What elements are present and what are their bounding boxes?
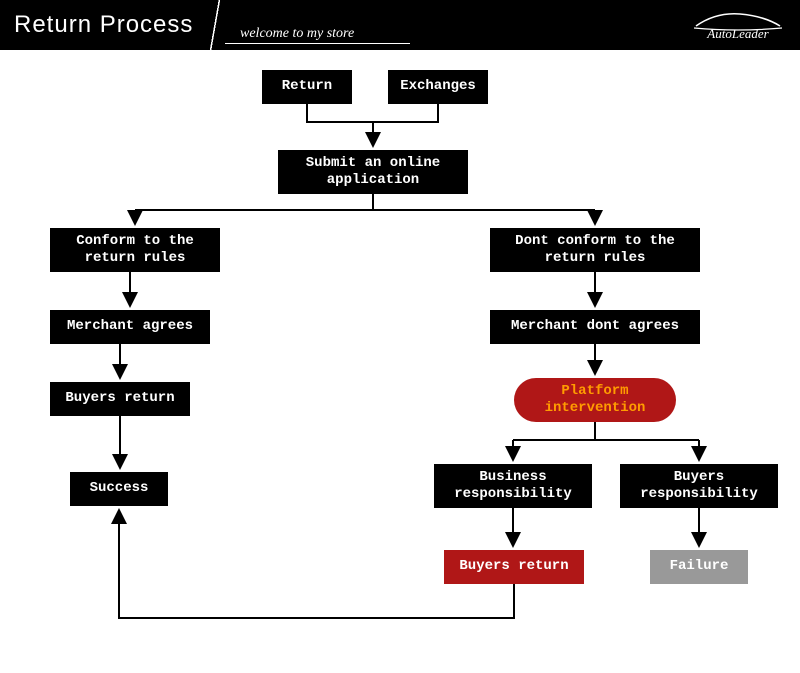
node-buyret1: Buyers return <box>50 382 190 416</box>
logo-text: AutoLeader <box>706 26 769 41</box>
node-conform: Conform to thereturn rules <box>50 228 220 272</box>
node-return: Return <box>262 70 352 104</box>
flowchart-canvas: Return Exchanges Submit an onlineapplicati… <box>0 50 800 673</box>
brand-logo: AutoLeader <box>690 8 786 47</box>
node-buyresp: Buyersresponsibility <box>620 464 778 508</box>
node-dontconf: Dont conform to thereturn rules <box>490 228 700 272</box>
node-buyret2: Buyers return <box>444 550 584 584</box>
welcome-text: welcome to my store <box>240 26 354 42</box>
node-success: Success <box>70 472 168 506</box>
node-failure: Failure <box>650 550 748 584</box>
page-title: Return Process <box>0 11 193 39</box>
header: Return Process welcome to my store AutoL… <box>0 0 800 50</box>
node-mdontagree: Merchant dont agrees <box>490 310 700 344</box>
node-submit: Submit an onlineapplication <box>278 150 468 194</box>
node-magree: Merchant agrees <box>50 310 210 344</box>
car-logo-icon: AutoLeader <box>690 8 786 42</box>
node-platform: Platformintervention <box>514 378 676 422</box>
node-exchanges: Exchanges <box>388 70 488 104</box>
node-bizresp: Businessresponsibility <box>434 464 592 508</box>
welcome-underline <box>225 43 410 44</box>
